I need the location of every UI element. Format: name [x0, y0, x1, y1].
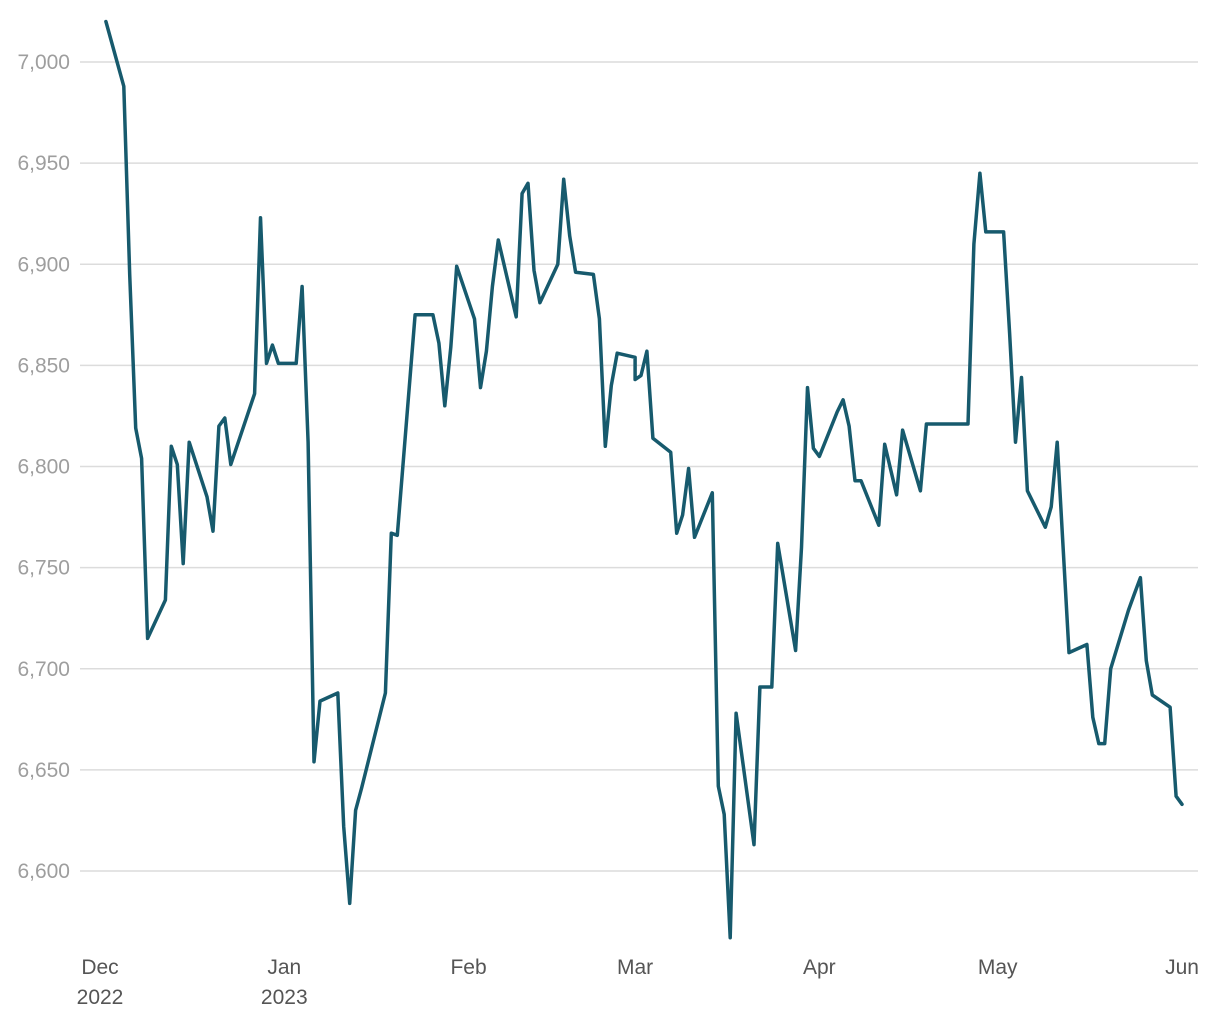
y-tick-label: 6,800: [17, 456, 70, 479]
y-tick-label: 6,950: [17, 152, 70, 175]
x-tick-sublabel: 2023: [261, 986, 308, 1009]
x-tick-label: Dec: [81, 956, 118, 979]
x-tick-sublabel: 2022: [77, 986, 124, 1009]
x-tick-label: Jun: [1165, 956, 1199, 979]
x-tick-label: Jan: [267, 956, 301, 979]
y-axis: 6,600 6,650 6,700 6,750 6,800 6,850 6,900 6,950…: [17, 51, 70, 883]
gridlines: [80, 61, 1198, 872]
x-tick-label: May: [978, 956, 1018, 979]
y-tick-label: 6,650: [17, 759, 70, 782]
series-group: [104, 19, 1184, 940]
y-tick-label: 6,900: [17, 253, 70, 276]
x-axis: Dec 2022 Jan 2023 Feb Mar Apr May Jun: [77, 956, 1199, 1009]
x-tick-label: Apr: [803, 956, 836, 979]
y-tick-label: 7,000: [17, 51, 70, 74]
y-tick-label: 6,850: [17, 354, 70, 377]
y-tick-label: 6,700: [17, 658, 70, 681]
y-tick-label: 6,750: [17, 557, 70, 580]
x-tick-label: Feb: [450, 956, 486, 979]
series-line: [104, 19, 1184, 940]
x-tick-label: Mar: [617, 956, 653, 979]
y-tick-label: 6,600: [17, 860, 70, 883]
